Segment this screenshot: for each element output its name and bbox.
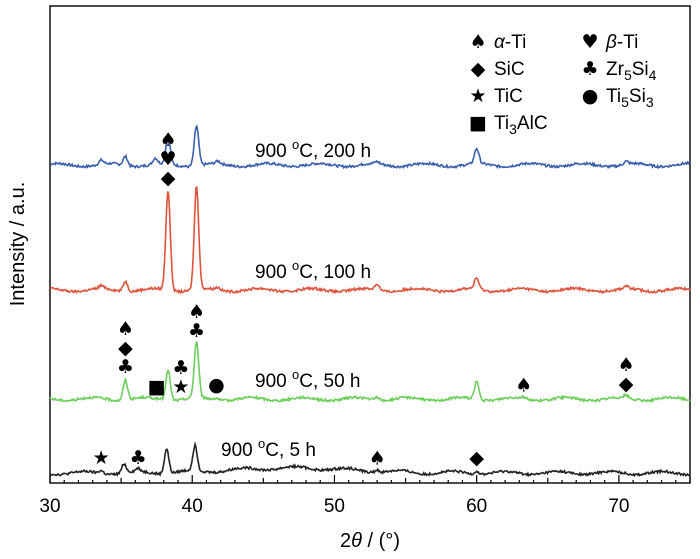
phase-marker: ★ <box>93 447 110 469</box>
x-tick-label: 40 <box>182 496 203 517</box>
phase-marker: ■ <box>148 376 166 398</box>
legend: ♠ α-Ti ♥ β-Ti ◆ SiC ♣ Zr5Si4 ★ TiC ● Ti5Si3 ■ Ti3AlC <box>469 31 657 137</box>
legend-label: Ti3AlC <box>494 113 548 137</box>
phase-marker: ♠ <box>188 301 205 323</box>
legend-label: Zr5Si4 <box>606 59 657 83</box>
x-tick-label: 60 <box>466 496 487 517</box>
plot-frame <box>49 5 691 484</box>
series-labels: 900 oC, 200 h 900 oC, 100 h 900 oC, 50 h 90… <box>221 137 371 461</box>
series-line <box>49 124 691 170</box>
phase-marker: ♠ <box>117 318 134 340</box>
phase-marker: ◆ <box>469 447 484 469</box>
phase-marker: ♠ <box>369 448 386 470</box>
phase-marker: ★ <box>172 376 189 398</box>
legend-symbol: ◆ <box>471 58 486 80</box>
x-tick-label: 50 <box>324 496 345 517</box>
legend-symbol: ♥ <box>581 31 598 53</box>
legend-symbol: ♠ <box>469 31 486 53</box>
x-axis-label: 2θ / (°) <box>340 530 400 552</box>
phase-marker: ♣ <box>130 447 147 469</box>
phase-marker: ♠ <box>515 374 532 396</box>
legend-label: β-Ti <box>605 32 638 53</box>
phase-marker: ♠ <box>160 129 177 151</box>
legend-symbol: ♣ <box>581 58 598 80</box>
x-axis: 30 40 50 60 70 <box>39 475 691 517</box>
x-tick-label: 70 <box>608 496 629 517</box>
phase-marker: ◆ <box>161 167 176 189</box>
series-label: 900 oC, 200 h <box>255 137 371 162</box>
phase-marker: ♣ <box>188 320 205 342</box>
phase-marker: ● <box>208 374 225 396</box>
legend-label: TiC <box>494 86 523 107</box>
legend-symbol: ■ <box>469 112 487 134</box>
series-line <box>49 441 691 478</box>
phase-marker: ♣ <box>117 356 134 378</box>
series-layer <box>49 124 691 478</box>
y-axis-label: Intensity / a.u. <box>7 182 29 307</box>
x-tick-label: 30 <box>39 496 60 517</box>
plot-border <box>49 5 691 484</box>
phase-marker: ♣ <box>172 357 189 379</box>
phase-marker: ♥ <box>160 148 177 170</box>
legend-symbol: ● <box>582 85 599 107</box>
legend-label: Ti5Si3 <box>606 86 654 110</box>
phase-marker: ◆ <box>118 337 133 359</box>
series-line <box>49 341 691 404</box>
phase-marker: ♠ <box>617 354 634 376</box>
legend-label: α-Ti <box>494 32 526 53</box>
legend-symbol: ★ <box>469 85 486 107</box>
series-label: 900 oC, 50 h <box>255 367 360 392</box>
legend-label: SiC <box>494 59 525 80</box>
series-line <box>49 185 691 295</box>
series-label: 900 oC, 5 h <box>221 436 316 461</box>
peak-markers: ◆♥♠♣◆♠■ ★♣♣♠● ♠ ◆♠★ ♣ ♠ ◆ <box>93 129 635 470</box>
phase-marker: ◆ <box>619 373 634 395</box>
series-label: 900 oC, 100 h <box>255 258 371 283</box>
